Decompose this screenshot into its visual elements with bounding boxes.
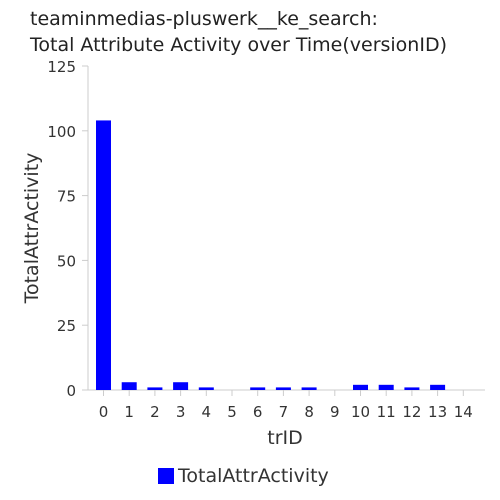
chart-title-line-1: teaminmedias-pluswerk__ke_search: — [30, 8, 378, 30]
bar — [301, 387, 317, 390]
y-tick-label: 100 — [47, 123, 76, 141]
bar — [147, 387, 163, 390]
bar — [404, 387, 420, 390]
legend-swatch — [158, 468, 174, 484]
chart-title: teaminmedias-pluswerk__ke_search: Total … — [30, 6, 447, 58]
x-tick-label: 0 — [99, 403, 109, 421]
bar — [121, 382, 137, 390]
y-tick-label: 25 — [57, 317, 76, 335]
y-axis-label: TotalAttrActivity — [21, 153, 43, 305]
x-tick-label: 13 — [428, 403, 447, 421]
x-tick-label: 8 — [304, 403, 314, 421]
x-tick-label: 6 — [253, 403, 263, 421]
y-tick-label: 0 — [66, 382, 76, 400]
bar — [430, 384, 446, 390]
x-tick-label: 9 — [330, 403, 340, 421]
x-tick-label: 3 — [176, 403, 186, 421]
x-axis: 0 1 2 3 4 5 6 7 8 9 10 11 12 13 14 — [88, 389, 485, 421]
x-tick-label: 4 — [202, 403, 212, 421]
bar — [353, 384, 368, 390]
x-tick-label: 5 — [227, 403, 237, 421]
x-tick-label: 1 — [124, 403, 134, 421]
x-tick-label: 11 — [377, 403, 396, 421]
x-tick-label: 10 — [351, 403, 370, 421]
legend-label: TotalAttrActivity — [178, 465, 329, 487]
legend: TotalAttrActivity — [158, 465, 329, 487]
bar — [173, 382, 189, 390]
chart-title-line-2: Total Attribute Activity over Time(versi… — [30, 34, 447, 56]
bar — [275, 387, 291, 390]
bar — [250, 387, 266, 390]
y-axis: 0 25 50 75 100 125 — [47, 58, 89, 400]
x-tick-label: 12 — [402, 403, 421, 421]
bar — [198, 387, 214, 390]
x-tick-label: 7 — [279, 403, 289, 421]
x-tick-label: 14 — [454, 403, 473, 421]
bar — [378, 384, 394, 390]
bar — [96, 120, 111, 390]
x-tick-label: 2 — [150, 403, 160, 421]
y-tick-label: 50 — [57, 252, 76, 270]
x-axis-label: trID — [267, 427, 303, 449]
bars — [96, 120, 446, 390]
y-tick-label: 75 — [57, 188, 76, 206]
y-tick-label: 125 — [47, 58, 76, 76]
